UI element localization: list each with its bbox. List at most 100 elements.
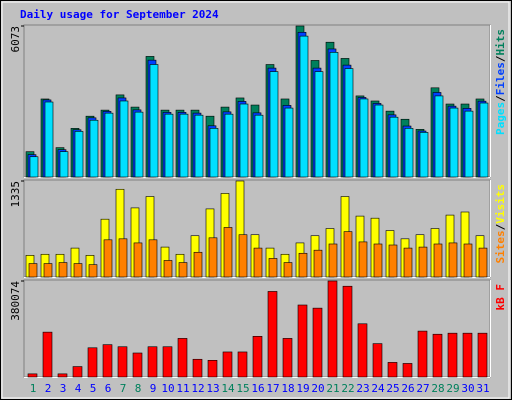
bar <box>358 241 368 278</box>
legend-entry: Visits <box>494 184 507 224</box>
bar <box>387 362 398 378</box>
bar <box>134 111 144 178</box>
x-tick-label: 20 <box>311 382 324 395</box>
bar <box>403 247 413 278</box>
bar <box>462 332 473 378</box>
bar <box>343 231 353 278</box>
bar <box>239 103 249 178</box>
bar <box>29 156 39 178</box>
x-tick-label: 22 <box>341 382 354 395</box>
bar <box>133 242 143 278</box>
bar <box>162 346 173 378</box>
bar <box>447 332 458 378</box>
bar <box>223 227 233 278</box>
bar <box>118 238 128 278</box>
legend-separator: / <box>494 95 507 102</box>
x-tick-label: 17 <box>266 382 279 395</box>
bar <box>328 243 338 278</box>
x-tick-label: 15 <box>236 382 249 395</box>
bar <box>282 338 293 378</box>
x-tick-label: 6 <box>105 382 112 395</box>
x-tick-label: 2 <box>45 382 52 395</box>
x-tick-label: 8 <box>135 382 142 395</box>
bar <box>132 352 143 378</box>
legend-entry: kB F <box>494 284 507 311</box>
bar <box>178 262 188 278</box>
bar <box>283 262 293 278</box>
bar <box>72 366 83 378</box>
y-tick-label: 6073 <box>9 26 22 53</box>
bar <box>299 35 309 178</box>
bar <box>312 307 323 378</box>
y-tick-label: 380074 <box>9 281 22 321</box>
bar <box>329 52 339 178</box>
bar <box>254 114 264 178</box>
bar <box>479 102 489 178</box>
x-tick-label: 26 <box>401 382 414 395</box>
x-tick-label: 1 <box>30 382 37 395</box>
bar <box>87 347 98 378</box>
bar <box>42 331 53 378</box>
bar <box>119 100 129 178</box>
legend: Sites/Visits <box>494 184 507 264</box>
x-tick-label: 29 <box>446 382 459 395</box>
legend-entry: Files <box>494 62 507 95</box>
legend: kB F <box>494 284 507 311</box>
x-tick-label: 10 <box>161 382 174 395</box>
bar <box>432 333 443 378</box>
bar <box>478 247 488 278</box>
bar <box>463 243 473 278</box>
bar <box>222 351 233 378</box>
bar <box>419 132 429 178</box>
chart-title: Daily usage for September 2024 <box>20 8 219 21</box>
bar <box>28 263 38 278</box>
bar <box>207 360 218 378</box>
bar <box>417 330 428 378</box>
x-tick-label: 3 <box>60 382 67 395</box>
bar <box>193 251 203 278</box>
x-tick-label: 19 <box>296 382 309 395</box>
legend: Pages/Files/Hits <box>494 29 507 135</box>
bar <box>194 114 204 178</box>
legend-separator: / <box>494 223 507 230</box>
bar <box>192 358 203 378</box>
x-tick-label: 9 <box>150 382 157 395</box>
x-tick-label: 11 <box>176 382 189 395</box>
bar <box>237 351 248 378</box>
bar <box>88 264 98 278</box>
bar <box>434 95 444 178</box>
bar <box>418 246 428 278</box>
bar <box>164 113 174 178</box>
bar <box>117 346 128 378</box>
bar <box>148 239 158 278</box>
x-tick-label: 13 <box>206 382 219 395</box>
x-tick-label: 23 <box>356 382 369 395</box>
x-tick-label: 18 <box>281 382 294 395</box>
x-tick-label: 5 <box>90 382 97 395</box>
bar <box>104 112 114 178</box>
bar <box>372 343 383 378</box>
bar <box>389 116 399 178</box>
bar <box>433 243 443 278</box>
bar <box>314 71 324 178</box>
bar <box>177 338 188 378</box>
bar <box>373 243 383 278</box>
bar <box>267 291 278 378</box>
x-tick-label: 30 <box>461 382 474 395</box>
bar <box>253 247 263 278</box>
bar <box>402 363 413 378</box>
bar <box>464 110 474 178</box>
x-tick-label: 21 <box>326 382 339 395</box>
bar <box>44 101 54 178</box>
bar <box>179 113 189 178</box>
bar <box>58 262 68 278</box>
legend-separator: / <box>494 55 507 62</box>
bar <box>163 260 173 278</box>
bar <box>327 280 338 378</box>
legend-entry: Pages <box>494 102 507 135</box>
x-tick-label: 31 <box>476 382 489 395</box>
bar <box>357 323 368 378</box>
bar <box>102 344 113 378</box>
bar <box>298 252 308 278</box>
